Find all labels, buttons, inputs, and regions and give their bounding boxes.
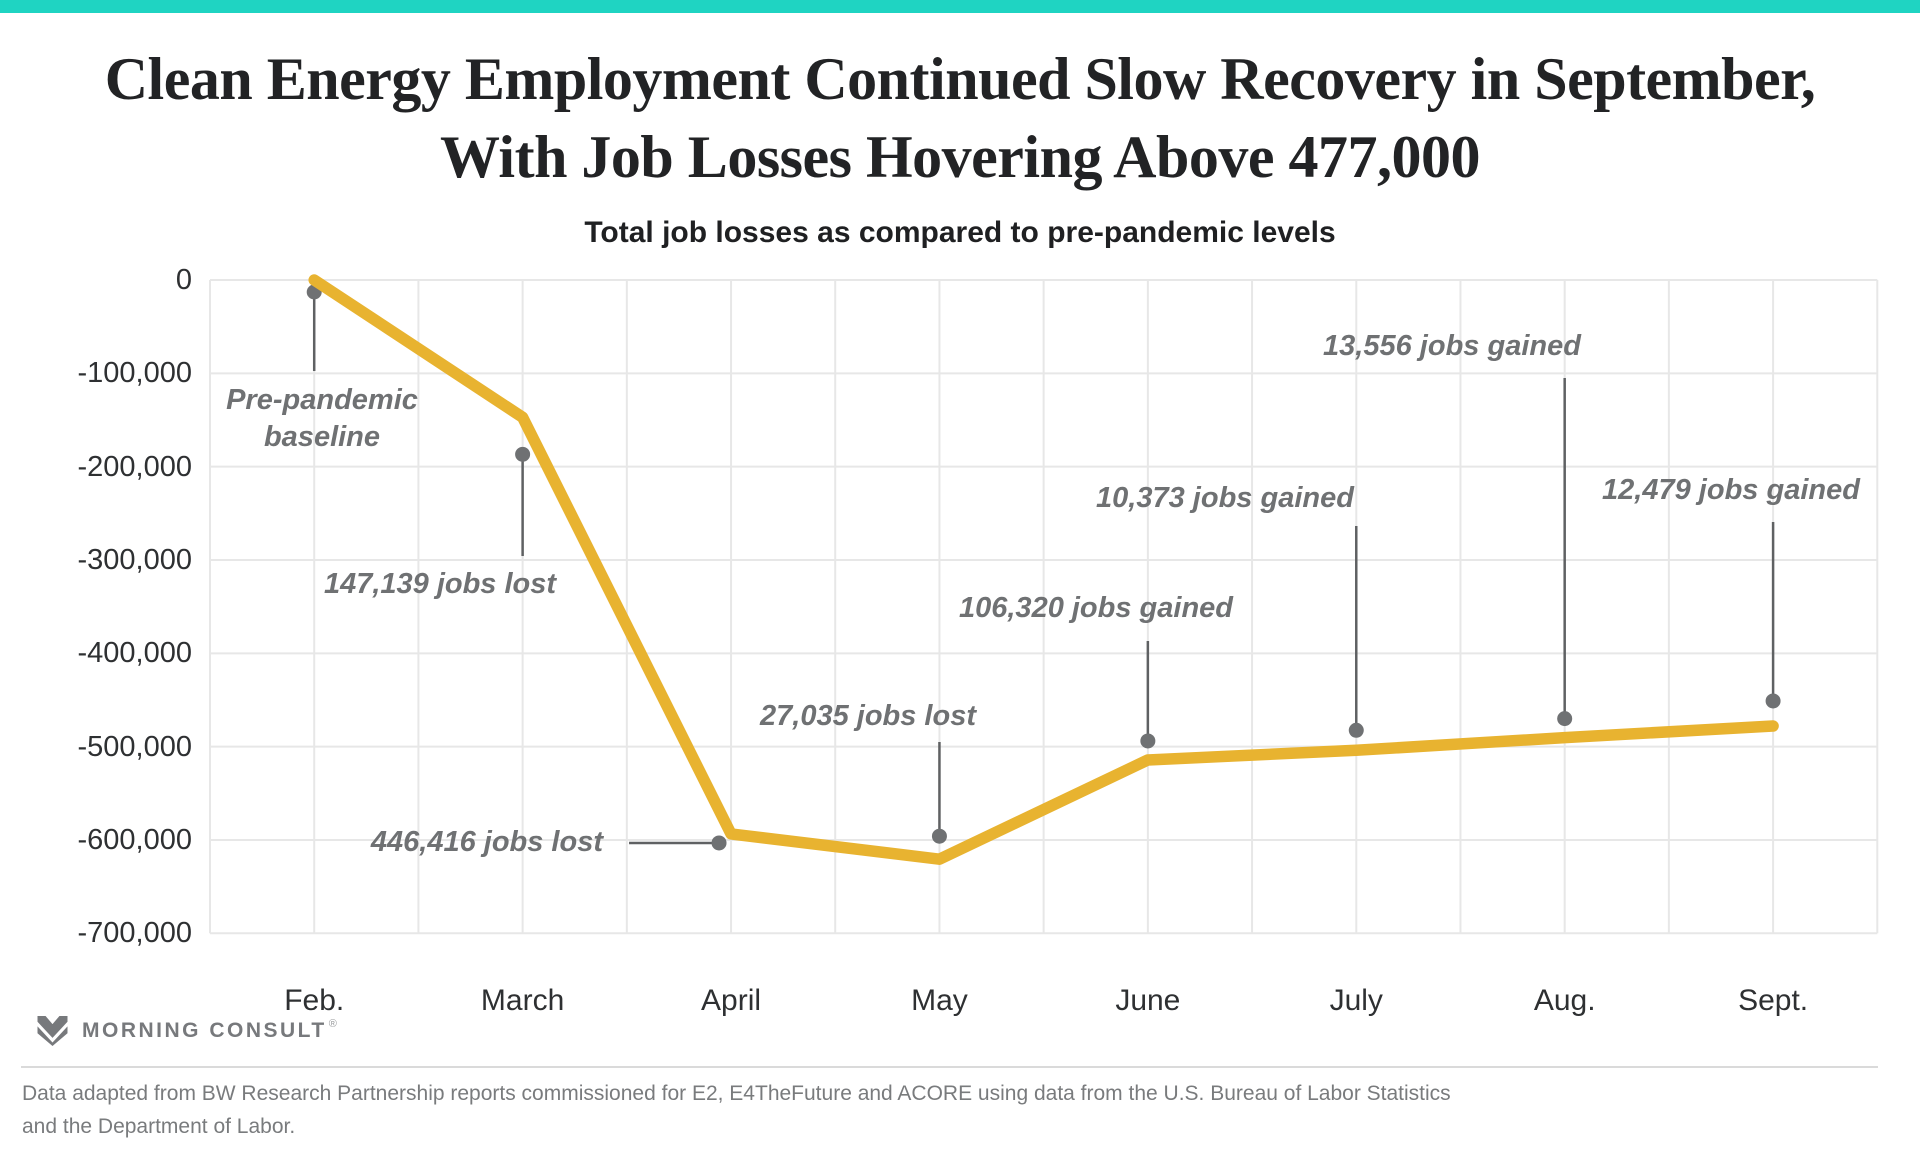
y-tick-label: -500,000: [77, 730, 193, 763]
page-title-line1: Clean Energy Employment Continued Slow R…: [104, 46, 1816, 112]
annotation-dot: [1765, 693, 1781, 709]
y-tick-label: -100,000: [77, 357, 193, 390]
morning-consult-logo: MORNING CONSULT ®: [36, 1015, 337, 1047]
annotation-dot: [1140, 733, 1156, 749]
x-tick-label: Aug.: [1533, 984, 1596, 1017]
y-tick-label: -700,000: [77, 917, 193, 950]
source-note: Data adapted from BW Research Partnershi…: [22, 1077, 1582, 1143]
footer-divider: [21, 1066, 1878, 1068]
x-tick-label: May: [911, 984, 968, 1017]
annotation-dot: [515, 446, 531, 462]
annotation-dot: [931, 828, 947, 844]
annotation-dot: [711, 835, 727, 851]
annotation-dot: [1557, 711, 1573, 727]
annotation-label: 12,479 jobs gained: [1602, 474, 1860, 506]
annotation-label: 10,373 jobs gained: [1096, 482, 1354, 514]
annotation-label: 147,139 jobs lost: [323, 568, 557, 600]
x-tick-label: June: [1115, 984, 1181, 1017]
annotation-label: 27,035 jobs lost: [760, 700, 976, 732]
y-tick-label: -300,000: [77, 543, 193, 576]
x-tick-label: April: [701, 984, 762, 1017]
annotation-label: 13,556 jobs gained: [1323, 330, 1581, 362]
chart-subtitle: Total job losses as compared to pre-pand…: [584, 216, 1336, 249]
y-tick-label: -600,000: [77, 823, 193, 856]
source-note-line1: Data adapted from BW Research Partnershi…: [22, 1082, 1451, 1105]
page-title-line2: With Job Losses Hovering Above 477,000: [440, 124, 1481, 190]
logo-wordmark: MORNING CONSULT: [82, 1019, 327, 1042]
x-tick-label: Feb.: [284, 984, 345, 1017]
series-line-job-losses: [308, 274, 1779, 865]
y-tick-label: -200,000: [77, 450, 193, 483]
morning-consult-m-icon: [37, 1016, 68, 1046]
y-tick-label: -400,000: [77, 637, 193, 670]
annotation-label: Pre-pandemic baseline: [226, 384, 418, 453]
registered-mark: ®: [328, 1018, 337, 1030]
page-title: Clean Energy Employment Continued Slow R…: [0, 40, 1920, 196]
brand-top-bar: [0, 0, 1920, 13]
annotation-label: 446,416 jobs lost: [370, 826, 603, 858]
y-tick-label: 0: [175, 264, 192, 296]
x-tick-label: March: [480, 984, 565, 1017]
source-note-line2: and the Department of Labor.: [22, 1115, 296, 1138]
annotation-dot: [1348, 722, 1364, 738]
annotation-label: 106,320 jobs gained: [958, 592, 1234, 624]
x-tick-label: July: [1329, 984, 1383, 1017]
x-tick-label: Sept.: [1738, 984, 1809, 1017]
